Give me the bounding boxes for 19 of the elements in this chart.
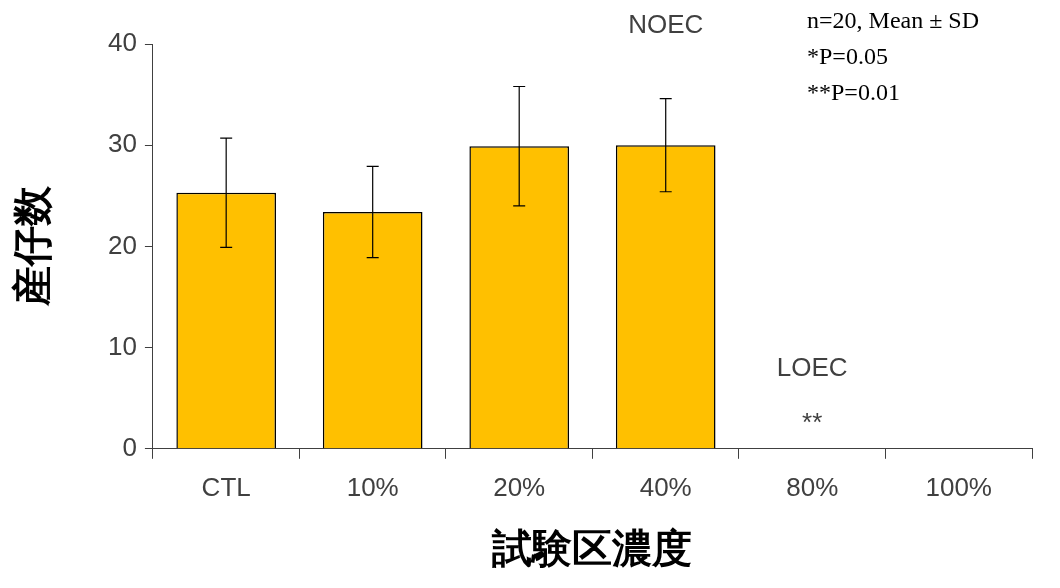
x-tick-label: 40% <box>639 471 692 502</box>
y-tick-label: 0 <box>122 431 137 462</box>
x-tick-label: CTL <box>201 471 251 502</box>
annotation: *P=0.05 <box>807 43 888 70</box>
annotation: LOEC <box>776 351 848 382</box>
x-tick-label: 80% <box>786 471 839 502</box>
x-tick-label: 20% <box>493 471 546 502</box>
y-tick-label: 30 <box>108 128 137 159</box>
y-tick-label: 40 <box>108 27 137 58</box>
annotation: ** <box>802 406 823 437</box>
annotation: **P=0.01 <box>807 79 900 106</box>
x-tick-label: 100% <box>925 471 992 502</box>
y-tick-label: 20 <box>108 229 137 260</box>
x-tick-label: 10% <box>346 471 399 502</box>
y-axis-title: 産仔数 <box>9 185 56 308</box>
y-tick-label: 10 <box>108 330 137 361</box>
text: n=20, Mean ± SD <box>807 7 980 34</box>
x-axis-title: 試験区濃度 <box>491 525 693 572</box>
text: NOEC <box>628 9 704 40</box>
